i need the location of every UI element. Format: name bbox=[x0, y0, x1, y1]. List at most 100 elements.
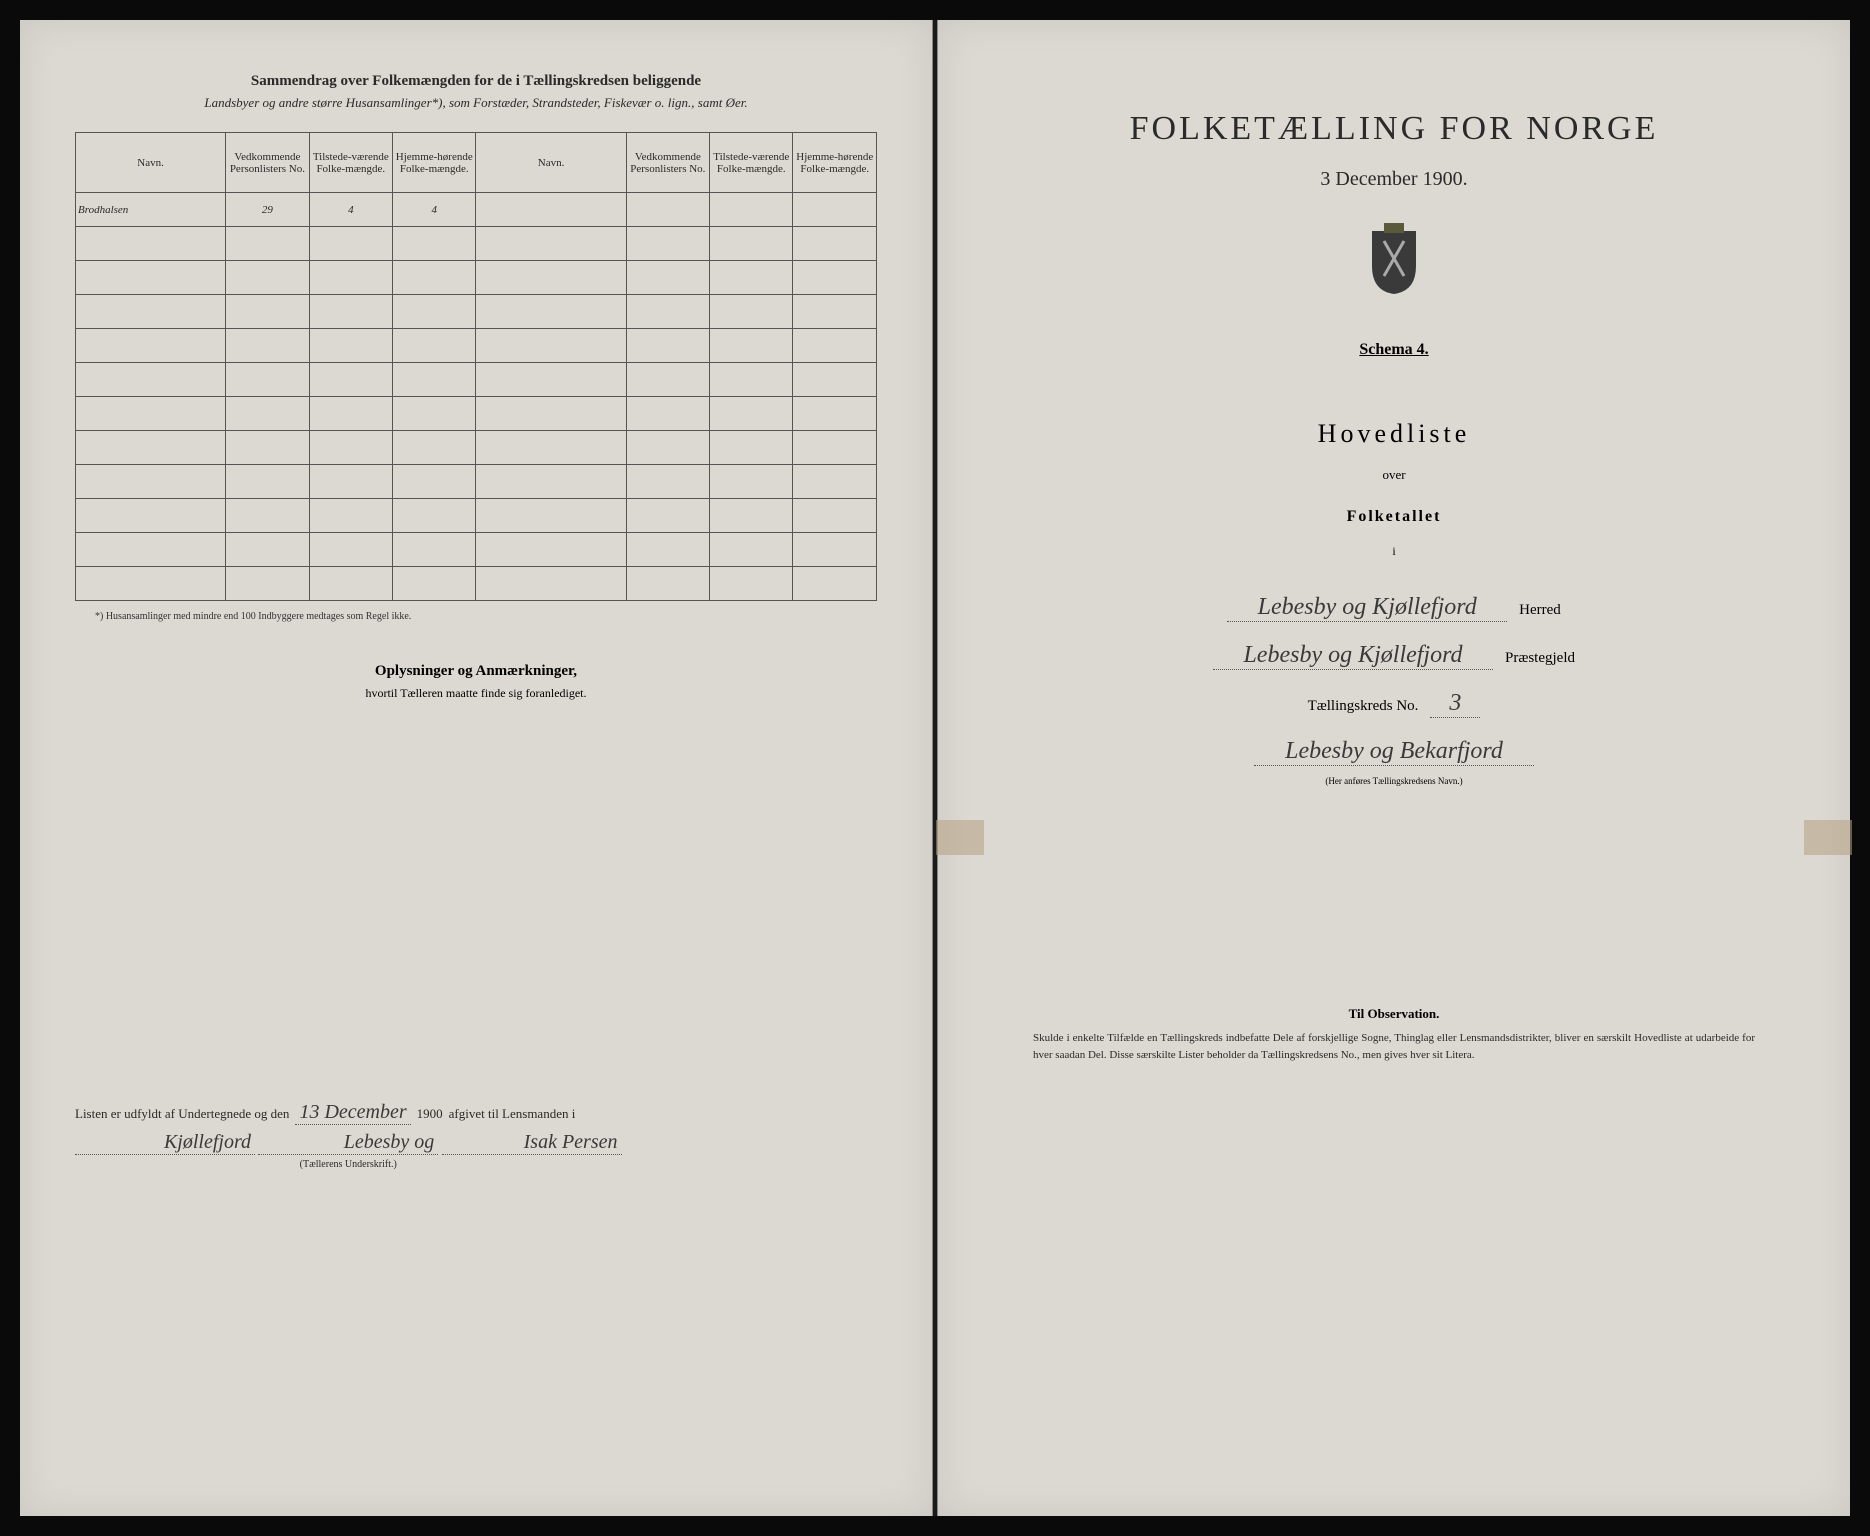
table-cell bbox=[710, 533, 793, 567]
i-label: i bbox=[993, 544, 1795, 559]
table-row bbox=[76, 363, 877, 397]
col-tilstede-1: Tilstede-værende Folke-mængde. bbox=[309, 133, 392, 193]
table-cell bbox=[309, 431, 392, 465]
table-cell bbox=[476, 567, 626, 601]
table-cell bbox=[309, 261, 392, 295]
table-cell bbox=[476, 431, 626, 465]
table-cell: 4 bbox=[393, 193, 476, 227]
kreds-name-line: Lebesby og Bekarfjord bbox=[993, 738, 1795, 766]
table-cell bbox=[793, 499, 877, 533]
table-row bbox=[76, 295, 877, 329]
herred-value: Lebesby og Kjøllefjord bbox=[1227, 594, 1507, 622]
herred-line: Lebesby og Kjøllefjord Herred bbox=[993, 594, 1795, 622]
table-cell bbox=[226, 295, 309, 329]
table-cell bbox=[393, 261, 476, 295]
col-hjemme-2: Hjemme-hørende Folke-mængde. bbox=[793, 133, 877, 193]
sig-place2: Lebesby og bbox=[258, 1131, 438, 1155]
table-cell bbox=[626, 193, 709, 227]
table-cell bbox=[626, 431, 709, 465]
praeste-value: Lebesby og Kjøllefjord bbox=[1213, 642, 1493, 670]
remarks-title: Oplysninger og Anmærkninger, bbox=[375, 663, 577, 679]
observation-block: Til Observation. Skulde i enkelte Tilfæl… bbox=[993, 1006, 1795, 1063]
sig-year: 1900 bbox=[417, 1106, 443, 1122]
col-tilstede-2: Tilstede-værende Folke-mængde. bbox=[710, 133, 793, 193]
praeste-label: Præstegjeld bbox=[1505, 650, 1575, 667]
sig-date: 13 December bbox=[295, 1101, 410, 1125]
col-hjemme-1: Hjemme-hørende Folke-mængde. bbox=[393, 133, 476, 193]
table-cell bbox=[626, 261, 709, 295]
table-cell bbox=[476, 261, 626, 295]
table-cell bbox=[309, 295, 392, 329]
table-row bbox=[76, 227, 877, 261]
table-row bbox=[76, 499, 877, 533]
table-cell bbox=[226, 397, 309, 431]
table-cell bbox=[76, 465, 226, 499]
signature-block: Listen er udfyldt af Undertegnede og den… bbox=[75, 1101, 877, 1170]
left-page: Sammendrag over Folkemængden for de i Tæ… bbox=[20, 20, 933, 1516]
tape-right bbox=[1804, 820, 1852, 855]
table-cell bbox=[626, 533, 709, 567]
sig-mid: afgivet til Lensmanden i bbox=[449, 1106, 576, 1122]
table-cell bbox=[393, 295, 476, 329]
remarks-subtitle: hvortil Tælleren maatte finde sig foranl… bbox=[75, 686, 877, 701]
table-cell bbox=[226, 533, 309, 567]
table-cell bbox=[76, 363, 226, 397]
col-personlister-1: Vedkommende Personlisters No. bbox=[226, 133, 309, 193]
sig-name: Isak Persen bbox=[442, 1131, 622, 1155]
table-cell bbox=[793, 261, 877, 295]
kreds-no: 3 bbox=[1430, 690, 1480, 718]
table-cell bbox=[393, 329, 476, 363]
table-row bbox=[76, 431, 877, 465]
kreds-no-line: Tællingskreds No. 3 bbox=[993, 690, 1795, 718]
table-cell bbox=[626, 329, 709, 363]
table-cell bbox=[626, 567, 709, 601]
table-cell bbox=[626, 397, 709, 431]
table-cell bbox=[793, 567, 877, 601]
table-cell bbox=[793, 465, 877, 499]
table-cell bbox=[393, 363, 476, 397]
table-cell bbox=[710, 567, 793, 601]
table-cell bbox=[226, 363, 309, 397]
table-cell bbox=[793, 397, 877, 431]
table-cell bbox=[476, 533, 626, 567]
schema-label: Schema 4. bbox=[1359, 341, 1428, 359]
table-cell bbox=[626, 499, 709, 533]
table-cell bbox=[76, 329, 226, 363]
table-cell bbox=[393, 499, 476, 533]
census-date: 3 December 1900. bbox=[993, 168, 1795, 191]
table-cell bbox=[76, 533, 226, 567]
table-cell bbox=[226, 329, 309, 363]
over-label: over bbox=[993, 467, 1795, 483]
table-row bbox=[76, 567, 877, 601]
table-cell bbox=[76, 431, 226, 465]
table-cell bbox=[710, 261, 793, 295]
table-row bbox=[76, 261, 877, 295]
table-cell bbox=[626, 363, 709, 397]
summary-subtitle: Landsbyer og andre større Husansamlinger… bbox=[75, 93, 877, 113]
summary-table: Navn. Vedkommende Personlisters No. Tils… bbox=[75, 132, 877, 601]
table-cell bbox=[309, 499, 392, 533]
table-cell bbox=[309, 329, 392, 363]
table-row bbox=[76, 329, 877, 363]
table-cell bbox=[393, 567, 476, 601]
table-cell bbox=[309, 567, 392, 601]
table-cell bbox=[626, 465, 709, 499]
remarks-header: Oplysninger og Anmærkninger, bbox=[75, 662, 877, 680]
table-cell bbox=[309, 397, 392, 431]
table-cell: 4 bbox=[309, 193, 392, 227]
tape-left bbox=[936, 820, 984, 855]
table-cell bbox=[226, 431, 309, 465]
table-row bbox=[76, 397, 877, 431]
col-navn-2: Navn. bbox=[476, 133, 626, 193]
table-cell bbox=[76, 227, 226, 261]
kreds-name: Lebesby og Bekarfjord bbox=[1254, 738, 1534, 766]
table-cell bbox=[710, 465, 793, 499]
sig-prefix: Listen er udfyldt af Undertegnede og den bbox=[75, 1106, 289, 1122]
table-header-row: Navn. Vedkommende Personlisters No. Tils… bbox=[76, 133, 877, 193]
table-cell bbox=[710, 363, 793, 397]
table-cell bbox=[476, 329, 626, 363]
table-cell bbox=[793, 227, 877, 261]
kreds-label: Tællingskreds No. bbox=[1308, 698, 1419, 715]
table-cell bbox=[76, 499, 226, 533]
table-cell: Brodhalsen bbox=[76, 193, 226, 227]
